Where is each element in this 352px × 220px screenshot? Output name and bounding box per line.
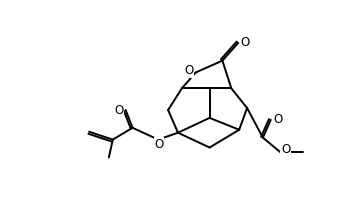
Text: O: O bbox=[184, 64, 194, 77]
Text: O: O bbox=[114, 103, 123, 117]
Text: O: O bbox=[273, 113, 282, 126]
Text: O: O bbox=[155, 138, 164, 151]
Text: O: O bbox=[281, 143, 290, 156]
Text: O: O bbox=[240, 36, 250, 49]
